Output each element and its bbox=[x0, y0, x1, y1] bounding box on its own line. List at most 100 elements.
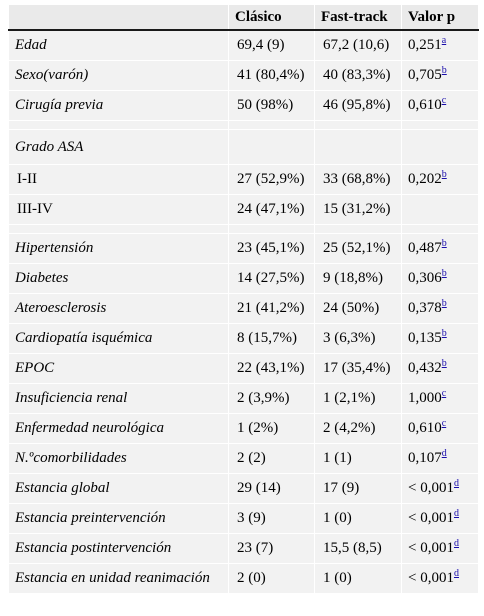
cell-p-value: 0,610c bbox=[401, 413, 479, 444]
cell-clasico: 23 (45,1%) bbox=[228, 233, 315, 264]
cell-clasico: 2 (0) bbox=[228, 563, 315, 594]
footnote-ref: d bbox=[454, 478, 459, 489]
footnote-link[interactable]: b bbox=[441, 169, 447, 180]
cell-clasico-text: 29 (14) bbox=[237, 480, 281, 496]
cell-clasico: 2 (2) bbox=[228, 443, 315, 474]
cell-fast-track: 24 (50%) bbox=[314, 293, 402, 324]
footnote-link[interactable]: d bbox=[441, 448, 447, 459]
row-label: Ateroesclerosis bbox=[8, 293, 229, 324]
table-row: III-IV 24 (47,1%) 15 (31,2%) bbox=[8, 194, 479, 225]
header-row: Clásico Fast-track Valor p bbox=[8, 4, 479, 31]
table-row: Estancia preintervención 3 (9) 1 (0) < 0,00… bbox=[8, 503, 479, 534]
cell-clasico-text: 2 (2) bbox=[237, 450, 266, 466]
cell-clasico-text: 23 (7) bbox=[237, 540, 274, 556]
footnote-link[interactable]: d bbox=[453, 478, 459, 489]
row-label: Estancia global bbox=[8, 473, 229, 504]
table-row: Grado ASA bbox=[8, 129, 479, 165]
cell-fast-track-text: 33 (68,8%) bbox=[323, 171, 391, 187]
cell-clasico: 21 (41,2%) bbox=[228, 293, 315, 324]
cell-p-value-text: 0,306 bbox=[408, 270, 442, 286]
row-label-text: Estancia postintervención bbox=[15, 540, 172, 556]
footnote-link[interactable]: d bbox=[453, 568, 459, 579]
cell-clasico: 50 (98%) bbox=[228, 90, 315, 121]
cell-fast-track bbox=[314, 129, 402, 165]
footnote-link[interactable]: b bbox=[441, 328, 447, 339]
row-label-text: Insuficiencia renal bbox=[15, 390, 128, 406]
row-label: Estancia preintervención bbox=[8, 503, 229, 534]
cell-p-value-text: < 0,001 bbox=[408, 540, 454, 556]
cell-fast-track: 3 (6,3%) bbox=[314, 323, 402, 354]
cell-fast-track: 40 (83,3%) bbox=[314, 60, 402, 91]
cell-fast-track: 1 (0) bbox=[314, 503, 402, 534]
spacer-cell bbox=[228, 120, 315, 130]
footnote-link[interactable]: b bbox=[441, 298, 447, 309]
cell-clasico-text: 2 (0) bbox=[237, 570, 266, 586]
spacer-cell bbox=[314, 120, 402, 130]
cell-fast-track-text: 2 (4,2%) bbox=[323, 420, 376, 436]
cell-p-value-text: 1,000 bbox=[408, 390, 442, 406]
cell-fast-track: 9 (18,8%) bbox=[314, 263, 402, 294]
cell-p-value-text: 0,432 bbox=[408, 360, 442, 376]
table-row: Diabetes 14 (27,5%) 9 (18,8%) 0,306b bbox=[8, 263, 479, 294]
table-row: Ateroesclerosis 21 (41,2%) 24 (50%) 0,378b bbox=[8, 293, 479, 324]
row-label-text: Cirugía previa bbox=[15, 97, 104, 113]
cell-p-value: 0,107d bbox=[401, 443, 479, 474]
footnote-ref: d bbox=[442, 448, 447, 459]
cell-p-value: 0,487b bbox=[401, 233, 479, 264]
cell-fast-track-text: 15 (31,2%) bbox=[323, 201, 391, 217]
header-valor-p: Valor p bbox=[401, 4, 479, 31]
cell-fast-track-text: 46 (95,8%) bbox=[323, 97, 391, 113]
footnote-link[interactable]: a bbox=[441, 35, 447, 46]
row-label-text: N.ºcomorbilidades bbox=[15, 450, 127, 466]
cell-fast-track: 2 (4,2%) bbox=[314, 413, 402, 444]
cell-p-value: 0,432b bbox=[401, 353, 479, 384]
footnote-ref: c bbox=[442, 95, 446, 106]
footnote-link[interactable]: d bbox=[453, 508, 459, 519]
row-label: Insuficiencia renal bbox=[8, 383, 229, 414]
row-label-text: I-II bbox=[17, 171, 37, 187]
footnote-link[interactable]: c bbox=[441, 95, 447, 106]
footnote-ref: b bbox=[442, 169, 447, 180]
footnote-ref: b bbox=[442, 65, 447, 76]
cell-fast-track: 1 (0) bbox=[314, 563, 402, 594]
table-row: Estancia global 29 (14) 17 (9) < 0,001d bbox=[8, 473, 479, 504]
cell-p-value-text: < 0,001 bbox=[408, 570, 454, 586]
footnote-link[interactable]: b bbox=[441, 358, 447, 369]
cell-fast-track-text: 1 (1) bbox=[323, 450, 352, 466]
cell-fast-track-text: 24 (50%) bbox=[323, 300, 380, 316]
table-row: Estancia en unidad reanimación 2 (0) 1 (0)… bbox=[8, 563, 479, 594]
row-label: Cardiopatía isquémica bbox=[8, 323, 229, 354]
table-row: I-II 27 (52,9%) 33 (68,8%) 0,202b bbox=[8, 164, 479, 195]
footnote-link[interactable]: b bbox=[441, 238, 447, 249]
spacer-cell bbox=[8, 224, 229, 234]
table-row: Estancia postintervención 23 (7) 15,5 (8,5… bbox=[8, 533, 479, 564]
footnote-link[interactable]: c bbox=[441, 388, 447, 399]
footnote-link[interactable]: b bbox=[441, 268, 447, 279]
cell-p-value-text: 0,378 bbox=[408, 300, 442, 316]
cell-p-value-text: 0,135 bbox=[408, 330, 442, 346]
cell-p-value: < 0,001d bbox=[401, 563, 479, 594]
row-label: Cirugía previa bbox=[8, 90, 229, 121]
cell-fast-track-text: 40 (83,3%) bbox=[323, 67, 391, 83]
cell-p-value-text: 0,487 bbox=[408, 240, 442, 256]
table-row: Cardiopatía isquémica 8 (15,7%) 3 (6,3%) 0,… bbox=[8, 323, 479, 354]
row-label-text: Estancia en unidad reanimación bbox=[15, 570, 210, 586]
cell-fast-track: 46 (95,8%) bbox=[314, 90, 402, 121]
cell-p-value-text: 0,610 bbox=[408, 420, 442, 436]
cell-clasico: 22 (43,1%) bbox=[228, 353, 315, 384]
footnote-link[interactable]: b bbox=[441, 65, 447, 76]
cell-clasico: 8 (15,7%) bbox=[228, 323, 315, 354]
footnote-link[interactable]: d bbox=[453, 538, 459, 549]
row-label-text: EPOC bbox=[15, 360, 55, 376]
footnote-link[interactable]: c bbox=[441, 418, 447, 429]
cell-fast-track-text: 15,5 (8,5) bbox=[323, 540, 382, 556]
row-label-text: Estancia preintervención bbox=[15, 510, 166, 526]
row-label-text: Ateroesclerosis bbox=[15, 300, 107, 316]
footnote-ref: d bbox=[454, 538, 459, 549]
row-label: III-IV bbox=[8, 194, 229, 225]
table-row: EPOC 22 (43,1%) 17 (35,4%) 0,432b bbox=[8, 353, 479, 384]
spacer-row bbox=[8, 224, 479, 234]
cell-fast-track: 33 (68,8%) bbox=[314, 164, 402, 195]
cell-p-value: 0,705b bbox=[401, 60, 479, 91]
cell-p-value-text: 0,251 bbox=[408, 37, 442, 53]
